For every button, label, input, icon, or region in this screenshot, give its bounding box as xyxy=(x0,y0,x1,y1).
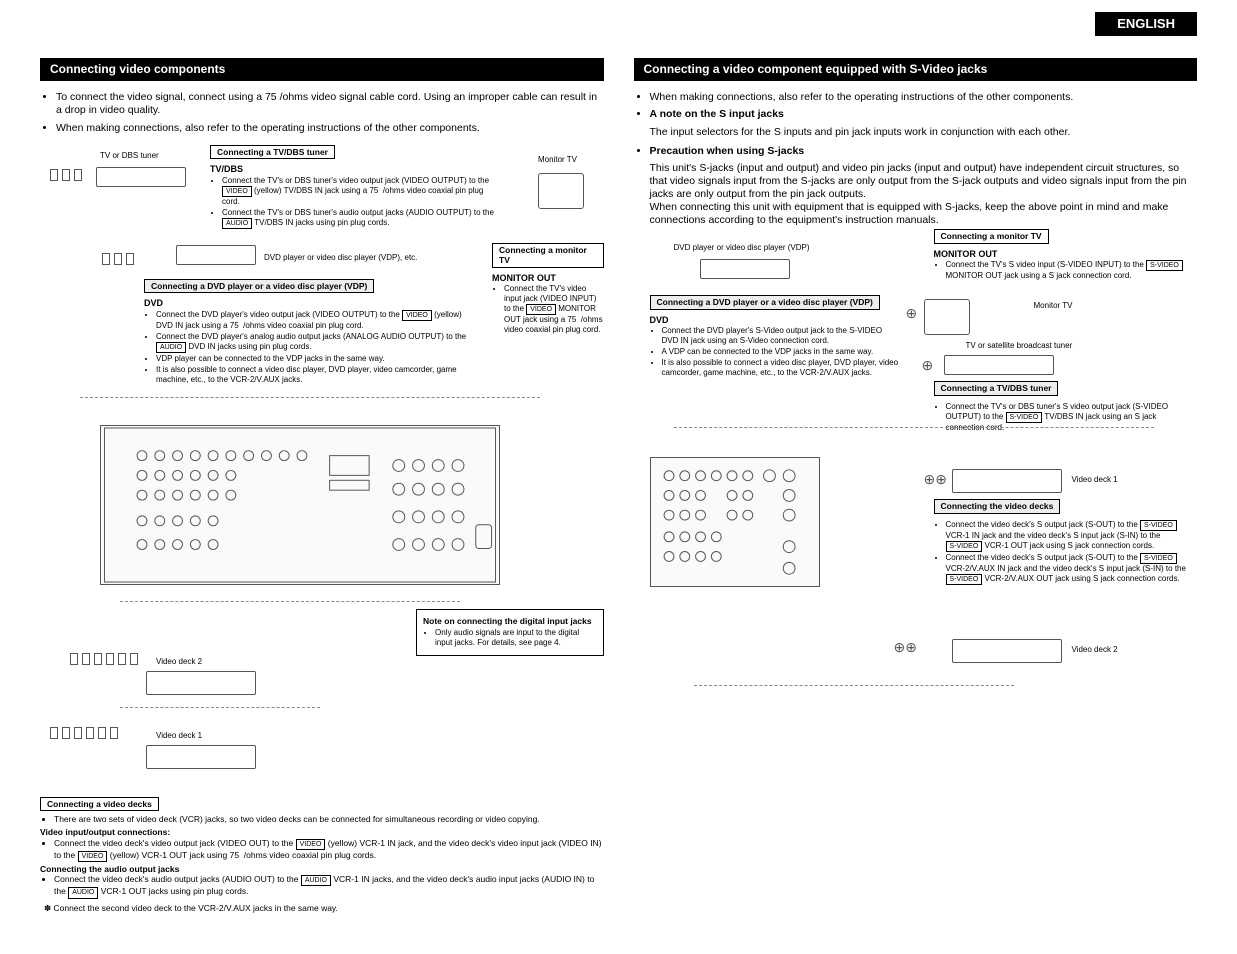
dvd-jacks-icon xyxy=(102,253,134,265)
r-callout-dvd-box: Connecting a DVD player or a video disc … xyxy=(650,295,880,310)
right-bullet-1: When making connections, also refer to t… xyxy=(650,91,1198,104)
r-tvdbs-item-1: Connect the TV's or DBS tuner's S video … xyxy=(946,402,1184,433)
r-monitor-tv-device xyxy=(924,299,970,335)
r-callout-decks-box: Connecting the video decks xyxy=(934,499,1061,514)
left-column: Connecting video components To connect t… xyxy=(40,58,604,913)
right-note-head: A note on the S input jacks xyxy=(650,108,1198,121)
r-video-deck2-device xyxy=(952,639,1062,663)
r-callout-monitor: Connecting a monitor TV MONITOR OUT Conn… xyxy=(934,229,1184,282)
deck1-jacks-icon xyxy=(50,727,118,739)
tuner-jacks-icon xyxy=(50,169,82,181)
callout-dvd-head: DVD xyxy=(144,298,476,309)
r-dvd-item-1: Connect the DVD player's S-Video output … xyxy=(662,326,900,346)
left-diagram: TV or DBS tuner Connecting a TV/DBS tune… xyxy=(40,145,604,785)
r-callout-tvdbs-box: Connecting a TV/DBS tuner xyxy=(934,381,1059,396)
r-sat-device xyxy=(944,355,1054,375)
r-receiver-panel xyxy=(650,457,820,587)
callout-monitor-box: Connecting a monitor TV xyxy=(492,243,604,268)
r-monitor-item-1: Connect the TV's S video input (S-VIDEO … xyxy=(946,260,1184,281)
video-deck1-device xyxy=(146,745,256,769)
r-callout-monitor-box: Connecting a monitor TV xyxy=(934,229,1049,244)
r-video-deck1-device xyxy=(952,469,1062,493)
r-dvd-device xyxy=(700,259,790,279)
r-monitor-tv-label: Monitor TV xyxy=(1034,301,1073,311)
right-section-title: Connecting a video component equipped wi… xyxy=(634,58,1198,81)
r-callout-monitor-head: MONITOR OUT xyxy=(934,249,1184,260)
r-dvd-item-2: A VDP can be connected to the VDP jacks … xyxy=(662,347,900,357)
note-box: Note on connecting the digital input jac… xyxy=(416,609,604,657)
r-dvd-item-3: It is also possible to connect a video d… xyxy=(662,358,900,378)
r-video-deck2-label: Video deck 2 xyxy=(1072,645,1118,655)
svideo-plug-icon-3: ⊕ xyxy=(906,305,918,323)
monitor-item-1: Connect the TV's video input jack (VIDEO… xyxy=(504,284,604,335)
dvd-item-4: It is also possible to connect a video d… xyxy=(156,365,476,385)
tvdbs-item-2: Connect the TV's or DBS tuner's audio ou… xyxy=(222,208,500,229)
bottom-box-title: Connecting a video decks xyxy=(40,797,159,812)
svideo-plug-icon-4: ⊕ xyxy=(922,357,934,375)
left-top-bullets: To connect the video signal, connect usi… xyxy=(40,91,604,134)
right-column: Connecting a video component equipped wi… xyxy=(634,58,1198,913)
callout-tvdbs-head: TV/DBS xyxy=(210,164,500,175)
main-columns: Connecting video components To connect t… xyxy=(40,58,1197,913)
video-deck2-device xyxy=(146,671,256,695)
r-video-deck1-label: Video deck 1 xyxy=(1072,475,1118,485)
deck2-jacks-icon xyxy=(70,653,138,665)
right-prec-head: Precaution when using S-jacks xyxy=(650,145,1198,158)
svideo-plug-icon: ⊕⊕ xyxy=(894,639,917,657)
r-decks-item-1: Connect the video deck's S output jack (… xyxy=(946,520,1188,552)
bottom-h2: Connecting the audio output jacks xyxy=(40,864,604,875)
bottom-h1: Video input/output connections: xyxy=(40,827,604,838)
note-item-1: Only audio signals are input to the digi… xyxy=(435,628,597,648)
monitor-tv-label: Monitor TV xyxy=(538,155,577,165)
note-title: Note on connecting the digital input jac… xyxy=(423,616,597,627)
r-sat-label: TV or satellite broadcast tuner xyxy=(966,341,1073,351)
bottom-asterisk: ✽ Connect the second video deck to the V… xyxy=(40,903,604,914)
callout-monitor: Connecting a monitor TV MONITOR OUT Conn… xyxy=(492,243,604,337)
dvd-line-label: DVD player or video disc player (VDP), e… xyxy=(264,253,417,263)
right-prec-text: This unit's S-jacks (input and output) a… xyxy=(634,162,1198,228)
r-decks-item-2: Connect the video deck's S output jack (… xyxy=(946,553,1188,585)
svideo-plug-icon-2: ⊕⊕ xyxy=(924,471,947,489)
language-tab: ENGLISH xyxy=(40,12,1197,36)
right-diagram: DVD player or video disc player (VDP) Co… xyxy=(634,239,1198,739)
r-callout-decks: Connecting the video decks Connect the v… xyxy=(934,499,1188,586)
callout-tvdbs-box: Connecting a TV/DBS tuner xyxy=(210,145,335,160)
language-label: ENGLISH xyxy=(1095,12,1197,36)
callout-tvdbs: Connecting a TV/DBS tuner TV/DBS Connect… xyxy=(210,145,500,230)
right-top-bullets: When making connections, also refer to t… xyxy=(634,91,1198,121)
dvd-item-3: VDP player can be connected to the VDP j… xyxy=(156,354,476,364)
tv-dbs-tuner-device xyxy=(96,167,186,187)
dvd-player-device xyxy=(176,245,256,265)
r-dvd-label: DVD player or video disc player (VDP) xyxy=(674,243,810,253)
left-bottom-section: Connecting a video decks There are two s… xyxy=(40,793,604,914)
tv-dbs-tuner-label: TV or DBS tuner xyxy=(100,151,159,161)
left-bullet-1: To connect the video signal, connect usi… xyxy=(56,91,604,117)
r-callout-tvdbs: Connecting a TV/DBS tuner Connect the TV… xyxy=(934,381,1184,434)
dvd-item-1: Connect the DVD player's video output ja… xyxy=(156,310,476,331)
bottom-b2: Connect the video deck's audio output ja… xyxy=(54,874,604,898)
dvd-item-2: Connect the DVD player's analog audio ou… xyxy=(156,332,476,353)
left-section-title: Connecting video components xyxy=(40,58,604,81)
video-deck1-label: Video deck 1 xyxy=(156,731,202,741)
r-callout-dvd: Connecting a DVD player or a video disc … xyxy=(650,295,900,379)
callout-dvd: Connecting a DVD player or a video disc … xyxy=(144,279,476,386)
bottom-line1: There are two sets of video deck (VCR) j… xyxy=(54,814,604,825)
right-note-text: The input selectors for the S inputs and… xyxy=(634,126,1198,139)
r-callout-dvd-head: DVD xyxy=(650,315,900,326)
callout-monitor-head: MONITOR OUT xyxy=(492,273,604,284)
callout-dvd-box: Connecting a DVD player or a video disc … xyxy=(144,279,374,294)
tvdbs-item-1: Connect the TV's or DBS tuner's video ou… xyxy=(222,176,500,207)
monitor-tv-device xyxy=(538,173,584,209)
video-deck2-label: Video deck 2 xyxy=(156,657,202,667)
bottom-b1: Connect the video deck's video output ja… xyxy=(54,838,604,862)
receiver-back-panel xyxy=(100,425,500,585)
left-bullet-2: When making connections, also refer to t… xyxy=(56,122,604,135)
